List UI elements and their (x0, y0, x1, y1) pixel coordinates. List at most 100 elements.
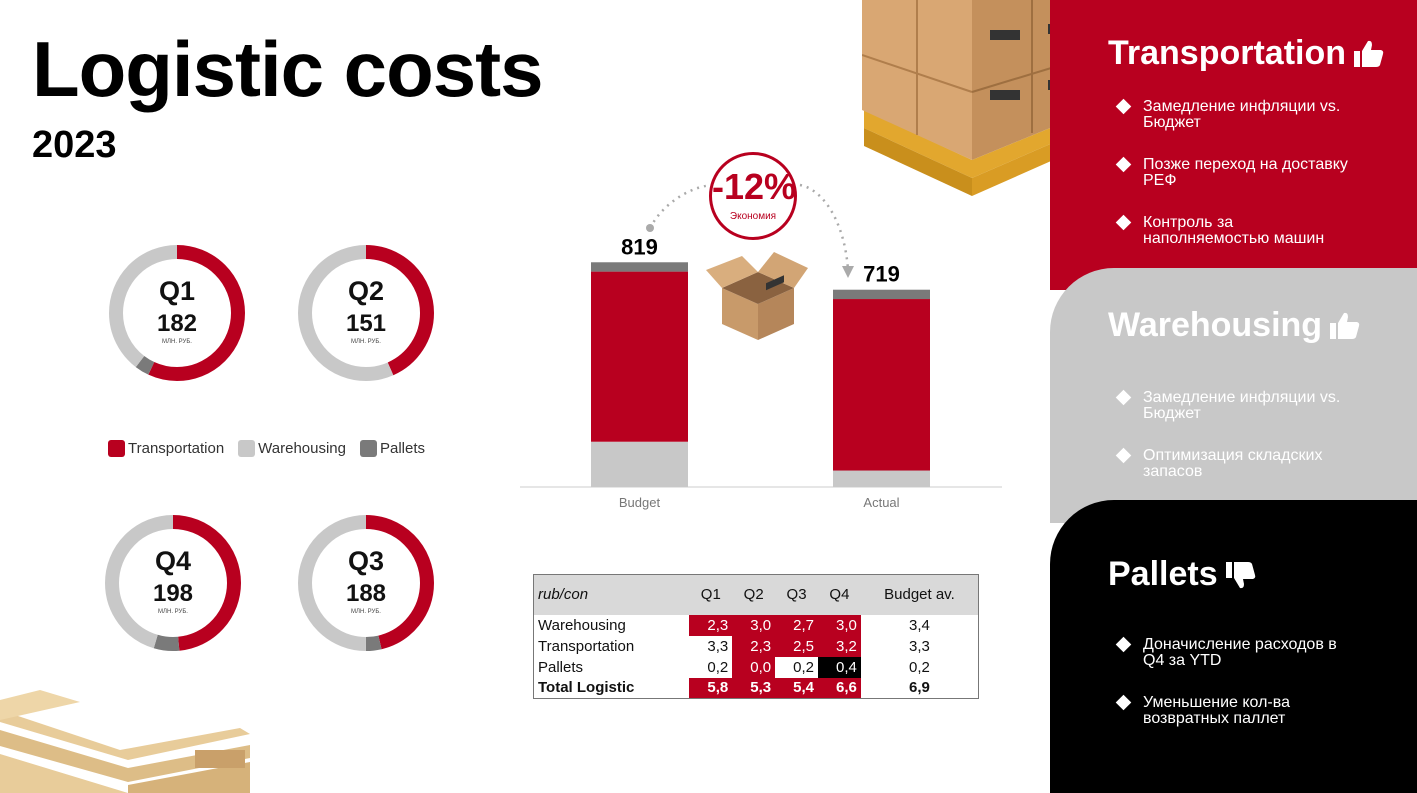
panel-bullets: Доначисление расходов в Q4 за YTD Уменьш… (1115, 636, 1358, 753)
table-header-cell: Q1 (689, 574, 733, 615)
panel-title: Pallets (1108, 555, 1256, 594)
budget-cell: 0,2 (909, 658, 930, 676)
donut-value: 182 (156, 310, 198, 337)
row-label: Transportation (538, 637, 635, 655)
table-row: Warehousing 2,3 3,0 2,7 3,0 3,4 (534, 614, 979, 636)
cardboard-box-icon (706, 252, 808, 340)
donut-value: 198 (152, 580, 194, 607)
table-cell: 3,3 (689, 635, 733, 657)
arrow-start-dot (646, 224, 654, 232)
panel-title: Transportation (1108, 34, 1384, 73)
panel-bullets: Замедление инфляции vs. Бюджет Позже пер… (1115, 98, 1358, 273)
budget-vs-actual-chart: 819 Budget 719 Actual (520, 183, 1002, 510)
savings-label: Экономия (729, 211, 777, 222)
donut-ring (298, 245, 434, 381)
table-cell: 3,2 (818, 635, 861, 657)
thumbs-down-icon (1225, 561, 1255, 588)
legend-label: Pallets (380, 440, 426, 457)
thumbs-up-icon (1330, 312, 1360, 339)
table-cell: 0,2 (689, 656, 733, 678)
bullet-item: Уменьшение кол-ва возвратных паллет (1115, 694, 1358, 727)
table-cell: 0,0 (732, 656, 776, 678)
row-label: Total Logistic (538, 679, 635, 697)
donut-unit: МЛН. РУБ. (162, 339, 192, 345)
bullet-text: Замедление инфляции vs. Бюджет (1143, 98, 1341, 131)
panel-title: Warehousing (1108, 306, 1360, 345)
page-subtitle-year: 2023 (32, 124, 117, 166)
donut-segment-warehousing (105, 515, 241, 651)
diamond-bullet-icon (1115, 636, 1132, 653)
donut-q2: Q2 151 МЛН. РУБ. (296, 243, 436, 383)
table-header-cell: Budget av. (860, 574, 979, 615)
savings-badge: -12% Экономия (709, 152, 797, 240)
budget-cell: 3,4 (909, 616, 930, 634)
donut-unit: МЛН. РУБ. (351, 609, 381, 615)
transportation-panel: Transportation Замедление инфляции vs. Б… (1050, 0, 1417, 290)
table-body: Warehousing 2,3 3,0 2,7 3,0 3,4 Transportation… (534, 614, 979, 699)
wooden-pallet-icon (0, 690, 250, 793)
diamond-bullet-icon (1115, 694, 1132, 711)
bullet-item: Замедление инфляции vs. Бюджет (1115, 389, 1358, 422)
bullet-text: Уменьшение кол-ва возвратных паллет (1143, 694, 1290, 727)
donut-q3: Q3 188 МЛН. РУБ. (296, 513, 436, 653)
diamond-bullet-icon (1115, 98, 1132, 115)
bullet-text: Оптимизация складских запасов (1143, 447, 1323, 480)
page-title: Logistic costs (32, 25, 543, 113)
donut-quarter-label: Q4 (154, 546, 192, 576)
pallets-panel: Pallets Доначисление расходов в Q4 за YT… (1050, 500, 1417, 793)
warehousing-panel: Warehousing Замедление инфляции vs. Бюдж… (1050, 268, 1417, 523)
donut-value: 188 (345, 580, 387, 607)
diamond-bullet-icon (1115, 389, 1132, 406)
table-cell: 5,3 (732, 677, 776, 699)
table-row: Transportation 3,3 2,3 2,5 3,2 3,3 (534, 635, 979, 657)
table-cell: 5,4 (775, 677, 818, 699)
diamond-bullet-icon (1115, 447, 1132, 464)
bullet-text: Контроль за наполняемостью машин (1143, 214, 1325, 247)
bullet-text: Позже переход на доставку РЕФ (1143, 156, 1348, 189)
table-cell: 2,7 (775, 614, 818, 636)
donut-unit: МЛН. РУБ. (351, 339, 381, 345)
thumbs-up-icon (1354, 40, 1384, 67)
bullet-item: Контроль за наполняемостью машин (1115, 214, 1358, 247)
bar-segment-pallets (591, 262, 688, 272)
bullet-item: Оптимизация складских запасов (1115, 447, 1358, 480)
legend-label: Warehousing (258, 440, 346, 457)
bar-segment-transportation (591, 271, 688, 442)
table-cell: 3,0 (818, 614, 861, 636)
donut-quarter-label: Q2 (347, 276, 385, 306)
panel-title-text: Transportation (1108, 34, 1347, 72)
table-cell: 6,6 (818, 677, 861, 699)
donut-quarter-label: Q1 (158, 276, 196, 306)
table-cell: 0,2 (775, 656, 818, 678)
arrow-path (648, 183, 716, 229)
diamond-bullet-icon (1115, 156, 1132, 173)
legend-item-pallets: Pallets (360, 440, 425, 457)
bullet-item: Позже переход на доставку РЕФ (1115, 156, 1358, 189)
bars-group: 819 Budget 719 Actual (591, 234, 930, 510)
panel-title-text: Pallets (1108, 555, 1218, 593)
legend-label: Transportation (128, 440, 225, 457)
bar-segment-warehousing (833, 470, 930, 487)
budget-cell: 6,9 (909, 679, 930, 697)
legend-swatch (108, 440, 125, 457)
donut-value: 151 (345, 310, 387, 337)
budget-cell: 3,3 (909, 637, 930, 655)
bar-total-label: 819 (621, 234, 658, 259)
donut-ring (105, 515, 241, 651)
row-label: Warehousing (538, 616, 626, 634)
panel-bullets: Замедление инфляции vs. Бюджет Оптимизац… (1115, 389, 1358, 506)
bullet-item: Замедление инфляции vs. Бюджет (1115, 98, 1358, 131)
legend-swatch (360, 440, 377, 457)
table-header-cell: Q3 (775, 574, 818, 615)
bar-segment-pallets (833, 289, 930, 300)
donut-ring (109, 245, 245, 381)
bar-total-label: 719 (863, 262, 900, 287)
bar-segment-warehousing (591, 441, 688, 487)
table-header-cell: Q4 (818, 574, 861, 615)
legend-swatch (238, 440, 256, 457)
donut-segment-pallets (105, 515, 241, 651)
table-cell: 5,8 (689, 677, 733, 699)
donut-segment-pallets (298, 515, 434, 651)
cost-table: rub/con Q1 Q2 Q3 Q4 Budget av. Warehousi… (533, 574, 979, 699)
table-cell: 0,4 (818, 656, 861, 678)
